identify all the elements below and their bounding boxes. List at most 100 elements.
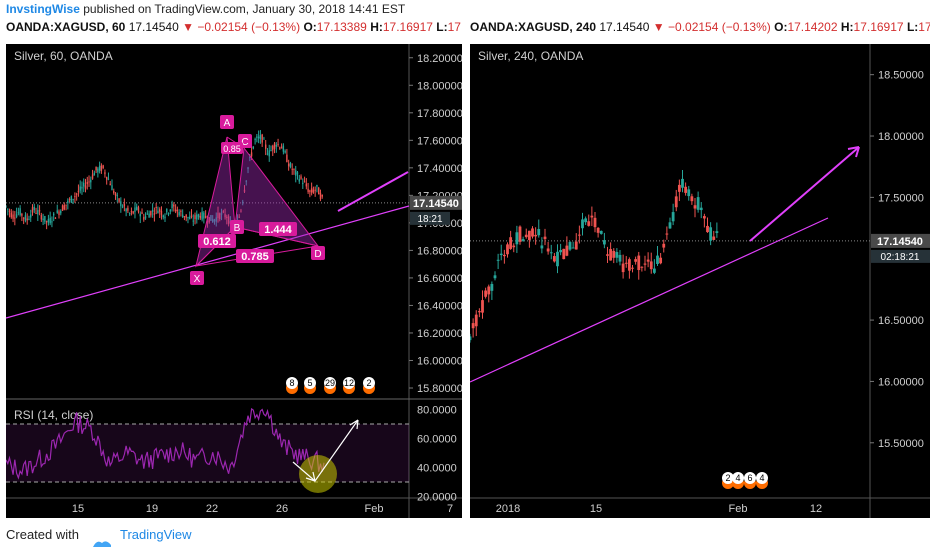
candle-body: [197, 214, 200, 217]
candle-body: [12, 214, 14, 219]
candle-body: [537, 228, 541, 236]
candle-body: [305, 183, 308, 187]
candle-body: [279, 147, 281, 149]
price-tick-label: 17.40000: [417, 163, 462, 175]
candle-body: [213, 219, 216, 222]
event-badge[interactable]: 4: [756, 472, 768, 489]
pattern-leg-bd: [234, 226, 319, 247]
price-tick-label: 18.20000: [417, 53, 462, 65]
trendline-support[interactable]: [469, 217, 829, 383]
event-badge[interactable]: 5: [304, 377, 316, 394]
candle-body: [242, 201, 244, 203]
candle-body: [316, 185, 318, 187]
event-badge[interactable]: 29: [324, 377, 336, 394]
candle-body: [77, 190, 80, 193]
candle-body: [712, 236, 716, 240]
high-value: 17.16917: [853, 20, 904, 34]
candle-body: [79, 186, 81, 191]
svg-text:4: 4: [735, 473, 740, 483]
author-link[interactable]: InvstingWise: [6, 2, 80, 16]
candle-body: [8, 210, 11, 213]
event-badges-240[interactable]: 2 4 6 4: [722, 472, 768, 489]
ratio-label-ac: 0.85: [221, 142, 243, 154]
event-badge[interactable]: 12: [343, 377, 355, 394]
time-tick-label: 26: [276, 503, 288, 515]
chart-svg-60[interactable]: Silver, 60, OANDA RSI (14, close) 18.200…: [5, 44, 463, 518]
candle-body: [556, 251, 559, 267]
candle-body: [284, 150, 286, 153]
candle-body: [593, 217, 597, 228]
current-price-tag: 17.14540: [410, 195, 462, 210]
candle-body: [167, 213, 170, 215]
candle-body: [70, 195, 73, 203]
rsi-legend: RSI (14, close): [14, 408, 93, 422]
chart-panel-240[interactable]: Silver, 240, OANDA 18.50000 18.00000 17.50…: [468, 44, 930, 518]
candle-body: [144, 216, 147, 219]
candle-body: [155, 207, 157, 209]
trendline-projection[interactable]: [337, 171, 409, 212]
candle-body: [38, 210, 41, 212]
event-badge[interactable]: 8: [286, 377, 298, 394]
event-badge[interactable]: 6: [744, 472, 756, 489]
candle-body: [24, 215, 27, 221]
price-tick-label: 18.00000: [417, 80, 462, 92]
rsi-tick-label: 40.0000: [417, 463, 457, 475]
trendline-projection[interactable]: [749, 146, 860, 242]
candle-body: [543, 236, 547, 240]
price-tick-label: 16.20000: [417, 328, 462, 340]
candle-body: [125, 208, 127, 212]
candle-body: [238, 216, 240, 218]
svg-text:17.14540: 17.14540: [877, 236, 923, 248]
candle-body: [596, 227, 600, 233]
candle-body: [534, 234, 538, 237]
candle-body: [139, 213, 141, 217]
candle-body: [289, 163, 292, 168]
rsi-highlight-circle[interactable]: [299, 455, 337, 493]
candle-body: [160, 211, 163, 215]
event-badges-60[interactable]: 8 5 29 12 2: [286, 377, 375, 394]
event-badge[interactable]: 2: [363, 377, 375, 394]
candle-body: [293, 168, 295, 170]
open-label: O:: [774, 20, 788, 34]
candle-body: [643, 263, 647, 265]
candle-body: [157, 210, 159, 214]
candle-body: [75, 193, 78, 195]
candle-body: [524, 234, 528, 238]
price-tick-label: 16.40000: [417, 300, 462, 312]
price-tick-label: 16.80000: [417, 245, 462, 257]
candle-body: [307, 188, 309, 192]
candle-body: [287, 163, 290, 167]
candle-body: [60, 210, 62, 214]
chart-legend: Silver, 240, OANDA: [478, 49, 583, 63]
price-tick-label: 15.50000: [878, 438, 924, 450]
chart-svg-240[interactable]: Silver, 240, OANDA 18.50000 18.00000 17.50…: [468, 44, 930, 518]
candle-body: [618, 254, 622, 262]
time-axis-60[interactable]: 15 19 22 26 Feb 7: [72, 503, 453, 515]
candle-body: [509, 237, 513, 249]
candle-body: [296, 172, 299, 175]
candle-body: [45, 221, 48, 223]
open-label: O:: [303, 20, 317, 34]
candle-body: [185, 214, 187, 218]
brand-link[interactable]: TradingView: [120, 527, 192, 542]
price-tick-label: 17.60000: [417, 135, 462, 147]
time-axis-240[interactable]: 2018 15 Feb 12: [496, 503, 822, 515]
point-label-b: B: [230, 220, 244, 234]
candle-body: [634, 259, 638, 262]
rsi-tick-label: 20.0000: [417, 492, 457, 504]
candle-body: [176, 209, 179, 212]
candle-body: [88, 181, 90, 183]
price-change: −0.02154 (−0.13%): [668, 20, 771, 34]
price-axis-240[interactable]: 18.50000 18.00000 17.50000 16.50000 16.00000…: [870, 70, 924, 450]
harmonic-pattern[interactable]: A C 0.85 B 0.612 1.444 0.785 D X: [190, 115, 325, 285]
candle-body: [584, 218, 588, 223]
candle-body: [671, 212, 675, 222]
candle-body: [208, 217, 210, 223]
event-badge[interactable]: 2: [722, 472, 734, 489]
event-badge[interactable]: 4: [732, 472, 744, 489]
candle-body: [693, 205, 697, 209]
chart-panel-60[interactable]: Silver, 60, OANDA RSI (14, close) 18.200…: [5, 44, 463, 518]
tradingview-logo-icon[interactable]: [91, 530, 113, 547]
trendline-support[interactable]: [5, 205, 410, 319]
candle-body: [702, 216, 706, 219]
